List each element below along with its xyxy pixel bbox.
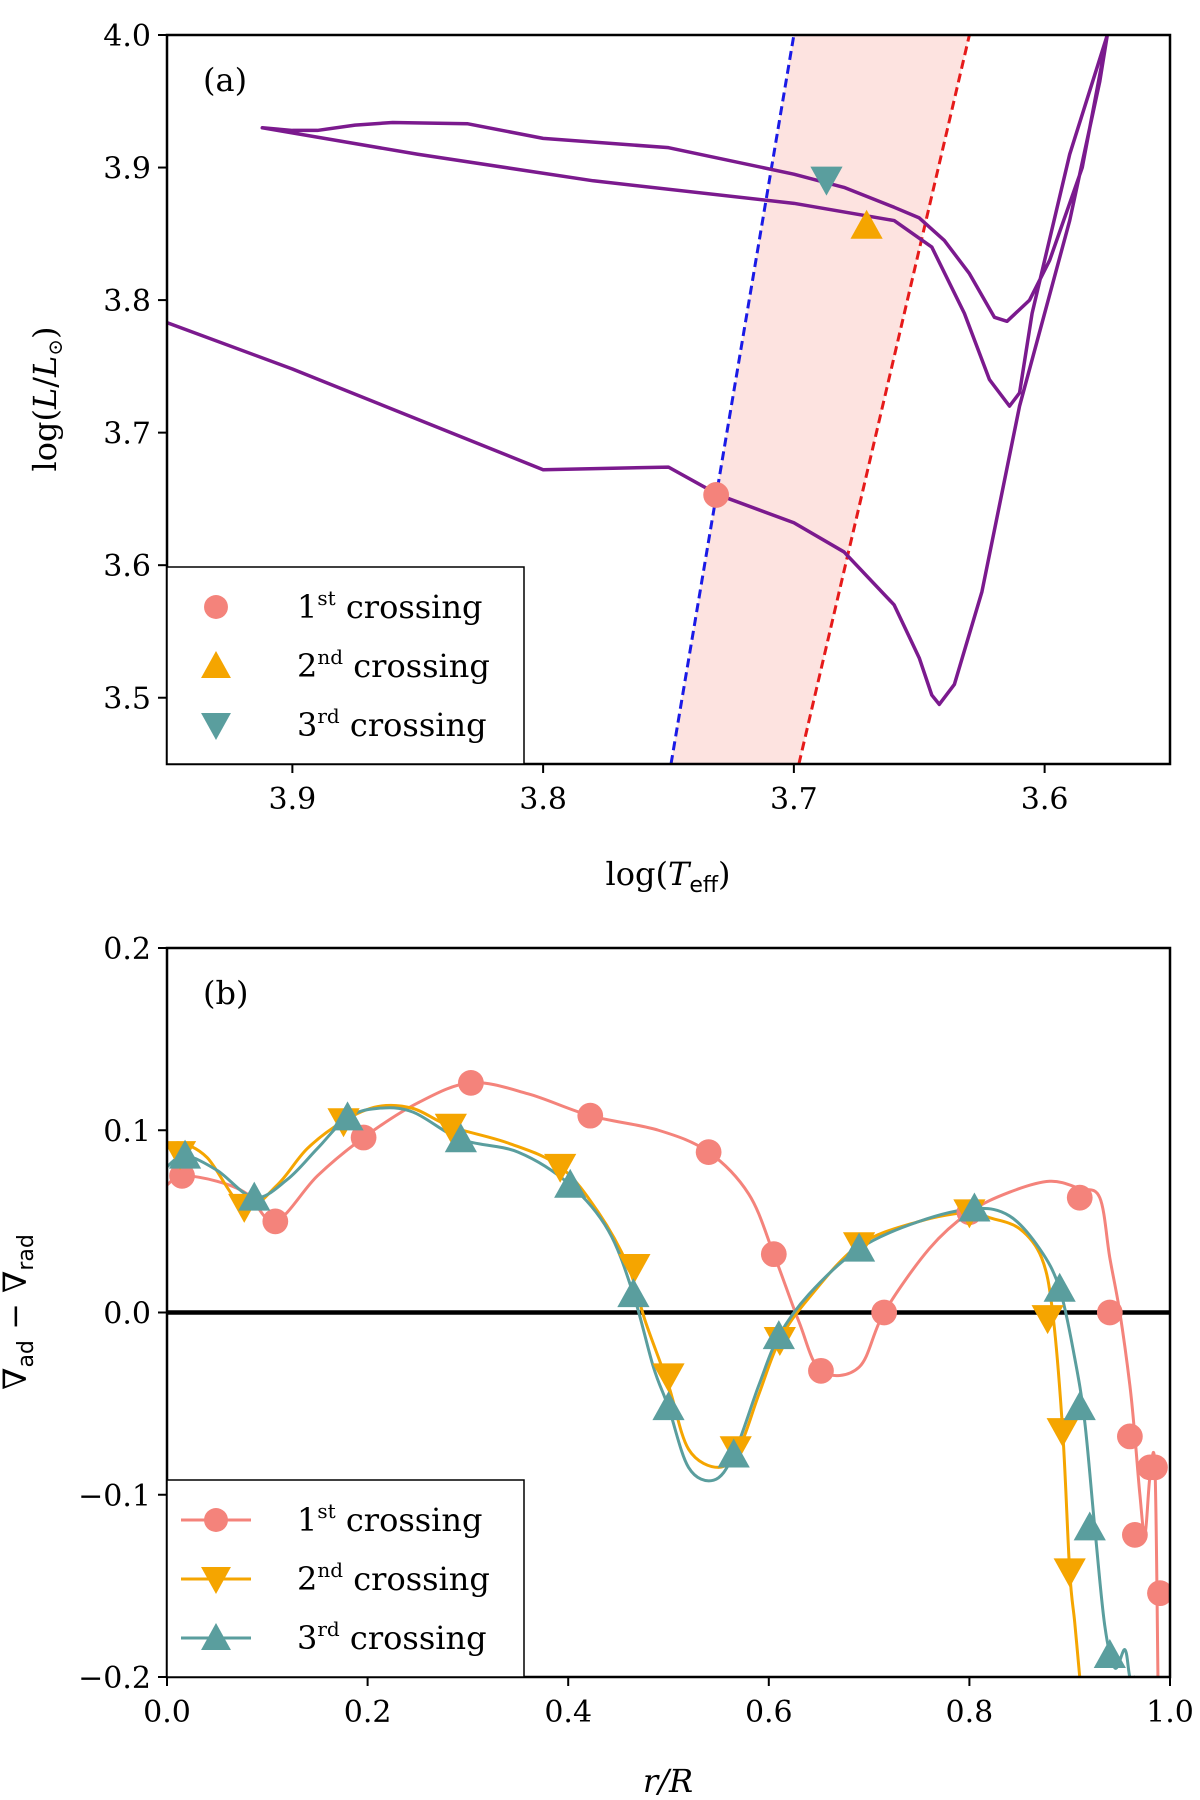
series-marker (544, 1153, 577, 1183)
y-tick-label: −0.1 (78, 1479, 151, 1514)
legend-label: 3rd crossing (297, 704, 487, 744)
y-tick-label: 4.0 (103, 19, 151, 54)
series-line (167, 1103, 1082, 1677)
panel-a-hr-diagram: 3.9 3.8 3.7 3.6 3.5 3.6 3.7 3.8 3.9 4.0 (a) log(T… (26, 19, 1172, 898)
series-marker (1031, 1305, 1064, 1335)
y-tick-label: 3.5 (103, 682, 151, 717)
crossing-marker (810, 166, 843, 196)
x-tick-label: 0.8 (946, 1695, 994, 1730)
series-marker (1122, 1521, 1148, 1548)
red-edge-line (797, 35, 971, 764)
legend-box (166, 566, 525, 765)
panel-a-ticks: 3.9 3.8 3.7 3.6 3.5 3.6 3.7 3.8 3.9 4.0 (103, 19, 1068, 817)
panel-a-ylabel: log(L/L⊙) (26, 327, 67, 472)
series-marker (444, 1123, 477, 1153)
y-tick-label: 3.8 (103, 284, 151, 319)
series-marker (1096, 1299, 1123, 1326)
panel-a-data (167, 35, 1110, 707)
series-marker (958, 1192, 991, 1222)
y-tick-label: 0.0 (103, 1297, 151, 1332)
series-marker (617, 1278, 650, 1308)
instability-strip-layer (669, 35, 971, 764)
panel-a-tag: (a) (203, 61, 247, 99)
panel-a-xlabel: log(Teff) (606, 855, 731, 898)
y-tick-label: 3.9 (103, 152, 151, 187)
series-marker (168, 1139, 202, 1169)
crossing-marker (850, 209, 883, 239)
series-marker (1137, 1454, 1163, 1481)
evolutionary-track-line (167, 35, 1110, 707)
legend-marker (204, 595, 228, 619)
x-tick-label: 3.7 (770, 782, 818, 817)
series-marker (169, 1162, 195, 1189)
series-marker (1046, 1418, 1079, 1448)
panel-b-xlabel: r/R (643, 1762, 693, 1800)
panel-b-legend: 1st crossing 2nd crossing 3rd crossing (166, 1479, 525, 1678)
series-marker (238, 1181, 271, 1211)
blue-edge-line (669, 35, 796, 764)
series-marker (331, 1101, 364, 1131)
series-marker (262, 1208, 289, 1235)
x-tick-label: 0.6 (745, 1695, 793, 1730)
series-marker (1093, 1639, 1126, 1669)
legend-label: 2nd crossing (297, 1558, 490, 1598)
series-marker (871, 1299, 898, 1326)
legend-marker (201, 1623, 231, 1650)
series-marker (842, 1232, 876, 1262)
legend-marker (201, 1567, 231, 1594)
series-marker (1073, 1511, 1106, 1541)
x-tick-label: 0.4 (544, 1695, 592, 1730)
y-tick-label: 3.7 (103, 417, 151, 452)
x-tick-label: 0.2 (344, 1695, 392, 1730)
y-tick-label: 0.2 (103, 932, 151, 967)
series-marker (695, 1139, 722, 1165)
x-tick-label: 0.0 (143, 1695, 191, 1730)
legend-label: 3rd crossing (297, 1617, 487, 1657)
legend-marker (201, 713, 231, 740)
panel-b-ticks: 0.0 0.2 0.4 0.6 0.8 1.0 −0.2 −0.1 0.0 0.1 0.2 (78, 932, 1194, 1730)
panel-a-legend: 1st crossing 2nd crossing 3rd crossing (166, 566, 525, 765)
series-marker (1063, 1391, 1096, 1421)
crossing-marker (703, 482, 730, 508)
series-marker (1147, 1580, 1170, 1607)
series-marker (760, 1241, 787, 1268)
legend-label: 1st crossing (297, 586, 483, 626)
legend-marker (204, 1508, 228, 1532)
legend-label: 2nd crossing (297, 645, 490, 685)
series-marker (1066, 1184, 1093, 1211)
y-tick-label: 0.1 (103, 1114, 151, 1149)
x-tick-label: 1.0 (1146, 1695, 1194, 1730)
series-marker (1053, 1558, 1086, 1588)
series-marker (618, 1254, 651, 1284)
y-tick-label: 3.6 (103, 549, 151, 584)
panel-b-ylabel: ∇ad − ∇rad (0, 1234, 39, 1390)
series-marker (808, 1357, 834, 1384)
panel-a-frame (165, 33, 1172, 766)
panel-b-gradient-profile: 0.0 0.2 0.4 0.6 0.8 1.0−0.2−0.10.00.10.2 (b) … (0, 932, 1194, 1800)
legend-marker (201, 651, 231, 678)
series-marker (652, 1363, 685, 1393)
legend-label: 1st crossing (297, 1499, 483, 1539)
series-marker (762, 1320, 795, 1350)
y-tick-label: −0.2 (78, 1661, 151, 1696)
x-tick-label: 3.8 (519, 782, 567, 817)
series-marker (350, 1124, 377, 1151)
instability-strip (671, 35, 970, 764)
series-marker (458, 1069, 484, 1096)
series-marker (577, 1102, 604, 1129)
series-marker (554, 1168, 587, 1198)
series-marker (1043, 1272, 1076, 1302)
panel-b-tag: (b) (203, 974, 248, 1012)
series-marker (434, 1113, 467, 1143)
series-marker (1117, 1423, 1143, 1450)
x-tick-label: 3.9 (269, 782, 317, 817)
series-marker (717, 1438, 750, 1468)
series-marker (652, 1391, 685, 1421)
x-tick-label: 3.6 (1021, 782, 1069, 817)
panel-b-data (167, 1069, 1170, 1677)
